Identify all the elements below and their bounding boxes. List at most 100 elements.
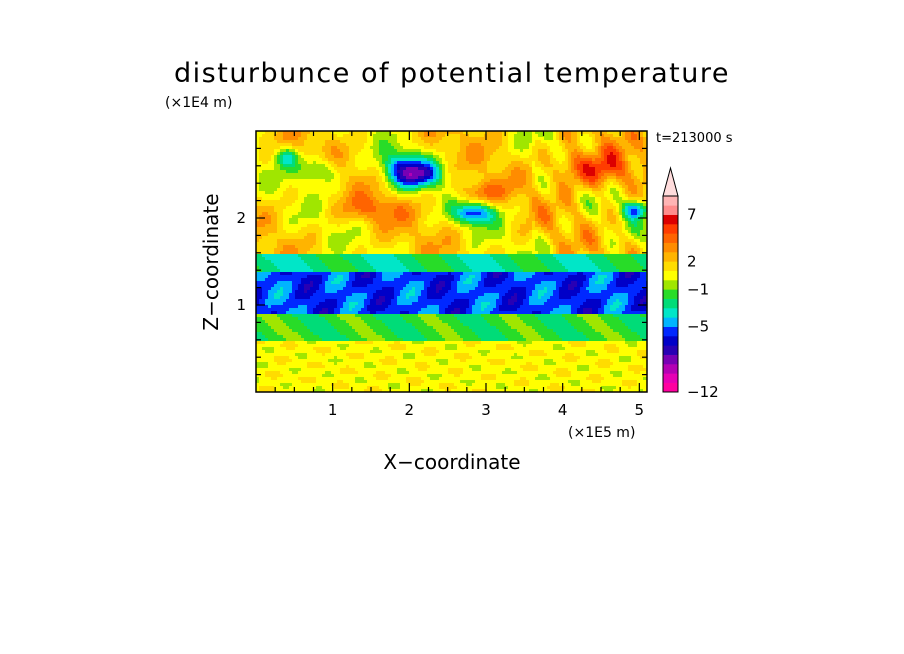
field-cell	[286, 230, 290, 234]
field-cell	[523, 203, 527, 207]
field-cell	[316, 197, 320, 201]
field-cell	[397, 179, 401, 183]
field-cell	[379, 209, 383, 213]
field-cell	[292, 131, 296, 135]
field-cell	[514, 236, 518, 240]
field-cell	[478, 206, 482, 210]
field-cell	[283, 131, 287, 135]
field-cell	[562, 134, 566, 138]
field-cell	[550, 227, 554, 231]
field-cell	[388, 185, 392, 189]
field-cell	[586, 149, 590, 153]
field-cell	[385, 140, 389, 144]
field-cell	[493, 164, 497, 168]
field-cell	[469, 134, 473, 138]
field-cell	[403, 194, 407, 198]
field-cell	[418, 185, 422, 189]
field-cell	[301, 212, 305, 216]
field-cell	[292, 164, 296, 168]
field-cell	[631, 152, 635, 156]
field-cell	[430, 209, 434, 213]
field-cell	[373, 170, 377, 174]
field-cell	[322, 158, 326, 162]
field-cell	[361, 164, 365, 168]
field-cell	[529, 209, 533, 213]
field-cell	[637, 212, 641, 216]
field-cell	[574, 164, 578, 168]
field-cell	[484, 215, 488, 219]
field-cell	[289, 209, 293, 213]
field-cell	[412, 233, 416, 237]
field-cell	[313, 218, 317, 222]
field-cell	[616, 233, 620, 237]
field-cell	[451, 185, 455, 189]
field-cell	[577, 158, 581, 162]
field-cell	[604, 155, 608, 159]
field-cell	[352, 134, 356, 138]
field-cell	[355, 203, 359, 207]
field-cell	[406, 188, 410, 192]
field-cell	[547, 155, 551, 159]
field-cell	[601, 194, 605, 198]
field-cell	[502, 167, 506, 171]
field-cell	[571, 194, 575, 198]
field-cell	[451, 182, 455, 186]
field-cell	[562, 137, 566, 141]
field-cell	[433, 137, 437, 141]
field-cell	[409, 173, 413, 177]
field-cell	[289, 227, 293, 231]
field-cell	[490, 242, 494, 246]
field-cell	[265, 197, 269, 201]
field-cell	[598, 188, 602, 192]
field-cell	[592, 149, 596, 153]
field-cell	[478, 164, 482, 168]
field-cell	[304, 152, 308, 156]
field-cell	[457, 227, 461, 231]
field-cell	[304, 206, 308, 210]
field-cell	[481, 146, 485, 150]
field-cell	[505, 137, 509, 141]
field-cell	[394, 134, 398, 138]
field-cell	[331, 221, 335, 225]
field-cell	[289, 206, 293, 210]
field-cell	[307, 218, 311, 222]
field-cell	[355, 164, 359, 168]
field-cell	[631, 221, 635, 225]
field-cell	[328, 230, 332, 234]
field-cell	[325, 203, 329, 207]
field-cell	[634, 233, 638, 237]
field-cell	[421, 227, 425, 231]
field-cell	[496, 197, 500, 201]
field-cell	[514, 137, 518, 141]
field-cell	[256, 209, 260, 213]
field-cell	[601, 182, 605, 186]
field-cell	[310, 215, 314, 219]
field-cell	[538, 212, 542, 216]
field-cell	[382, 200, 386, 204]
field-cell	[391, 164, 395, 168]
field-cell	[550, 203, 554, 207]
field-cell	[448, 161, 452, 165]
field-cell	[385, 131, 389, 135]
field-cell	[448, 218, 452, 222]
field-cell	[331, 140, 335, 144]
field-cell	[337, 158, 341, 162]
field-cell	[532, 152, 536, 156]
field-cell	[310, 155, 314, 159]
field-cell	[313, 227, 317, 231]
field-cell	[610, 176, 614, 180]
field-cell	[622, 206, 626, 210]
field-cell	[268, 236, 272, 240]
field-cell	[262, 236, 266, 240]
field-cell	[409, 242, 413, 246]
field-cell	[553, 215, 557, 219]
field-cell	[322, 197, 326, 201]
field-cell	[565, 242, 569, 246]
field-cell	[622, 173, 626, 177]
field-cell	[259, 245, 263, 249]
field-cell	[325, 170, 329, 174]
field-cell	[277, 233, 281, 237]
field-cell	[637, 155, 641, 159]
field-cell	[634, 179, 638, 183]
field-cell	[511, 149, 515, 153]
